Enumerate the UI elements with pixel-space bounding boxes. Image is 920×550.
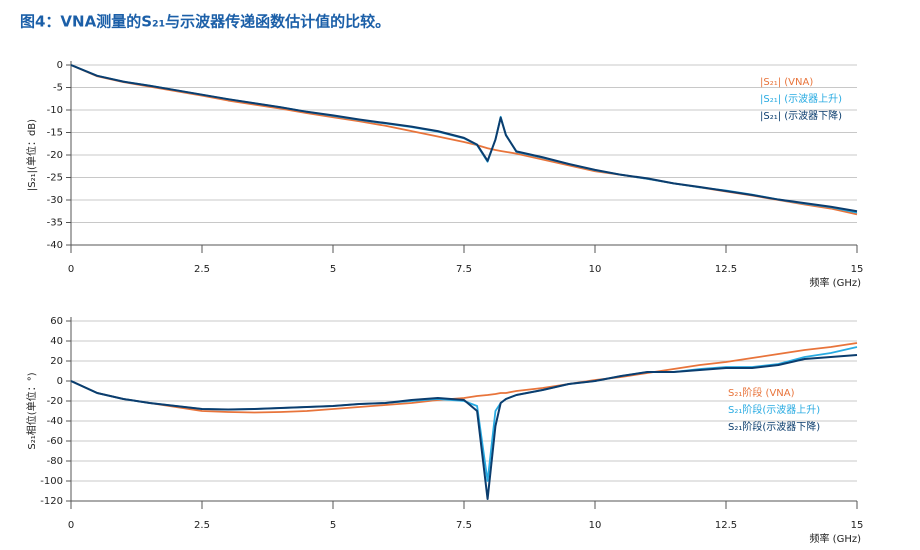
x-tick-label: 2.5 — [194, 520, 210, 531]
x-tick-label: 12.5 — [715, 520, 737, 531]
y-tick-label: 60 — [50, 316, 63, 327]
figure-title: 图4：VNA测量的S₂₁与示波器传递函数估计值的比较。 — [20, 13, 390, 31]
y-tick-label: -30 — [47, 195, 63, 206]
y-tick-label: -40 — [47, 416, 63, 427]
x-tick-label: 5 — [330, 520, 336, 531]
x-tick-label: 15 — [851, 520, 864, 531]
legend-label: S₂₁阶段(示波器上升) — [728, 403, 820, 416]
y-tick-label: -35 — [47, 218, 63, 229]
y-tick-label: -25 — [47, 173, 63, 184]
x-axis-label: 频率 (GHz) — [810, 532, 862, 545]
legend-label: S₂₁阶段 (VNA) — [728, 386, 795, 399]
x-tick-label: 10 — [589, 264, 602, 275]
y-tick-label: -120 — [40, 496, 63, 507]
legend-label: S₂₁阶段(示波器下降) — [728, 420, 820, 433]
y-tick-label: 0 — [57, 376, 63, 387]
y-tick-label: -10 — [47, 105, 63, 116]
y-tick-label: 0 — [57, 60, 63, 71]
series-line — [70, 342, 858, 414]
y-tick-label: -80 — [47, 456, 63, 467]
y-axis-label: |S₂₁|(单位：dB) — [25, 119, 38, 191]
x-tick-label: 5 — [330, 264, 336, 275]
x-tick-label: 2.5 — [194, 264, 210, 275]
x-tick-label: 10 — [589, 520, 602, 531]
x-tick-label: 7.5 — [456, 264, 472, 275]
x-tick-label: 0 — [68, 520, 74, 531]
x-tick-label: 0 — [68, 264, 74, 275]
y-tick-label: -60 — [47, 436, 63, 447]
x-axis-label: 频率 (GHz) — [810, 276, 862, 289]
legend-label: |S₂₁| (VNA) — [760, 77, 813, 88]
x-tick-label: 7.5 — [456, 520, 472, 531]
y-tick-label: -5 — [53, 83, 63, 94]
y-tick-label: -20 — [47, 150, 63, 161]
x-tick-label: 12.5 — [715, 264, 737, 275]
y-tick-label: 20 — [50, 356, 63, 367]
legend-label: |S₂₁| (示波器上升) — [760, 92, 842, 105]
y-tick-label: -15 — [47, 128, 63, 139]
legend-label: |S₂₁| (示波器下降) — [760, 109, 842, 122]
y-tick-label: -20 — [47, 396, 63, 407]
series-line — [70, 64, 858, 213]
y-axis-label: S₂₁相位(单位：°) — [25, 372, 38, 449]
series-line — [70, 354, 858, 500]
y-tick-label: -100 — [40, 476, 63, 487]
y-tick-label: 40 — [50, 336, 63, 347]
y-tick-label: -40 — [47, 240, 63, 251]
x-tick-label: 15 — [851, 264, 864, 275]
